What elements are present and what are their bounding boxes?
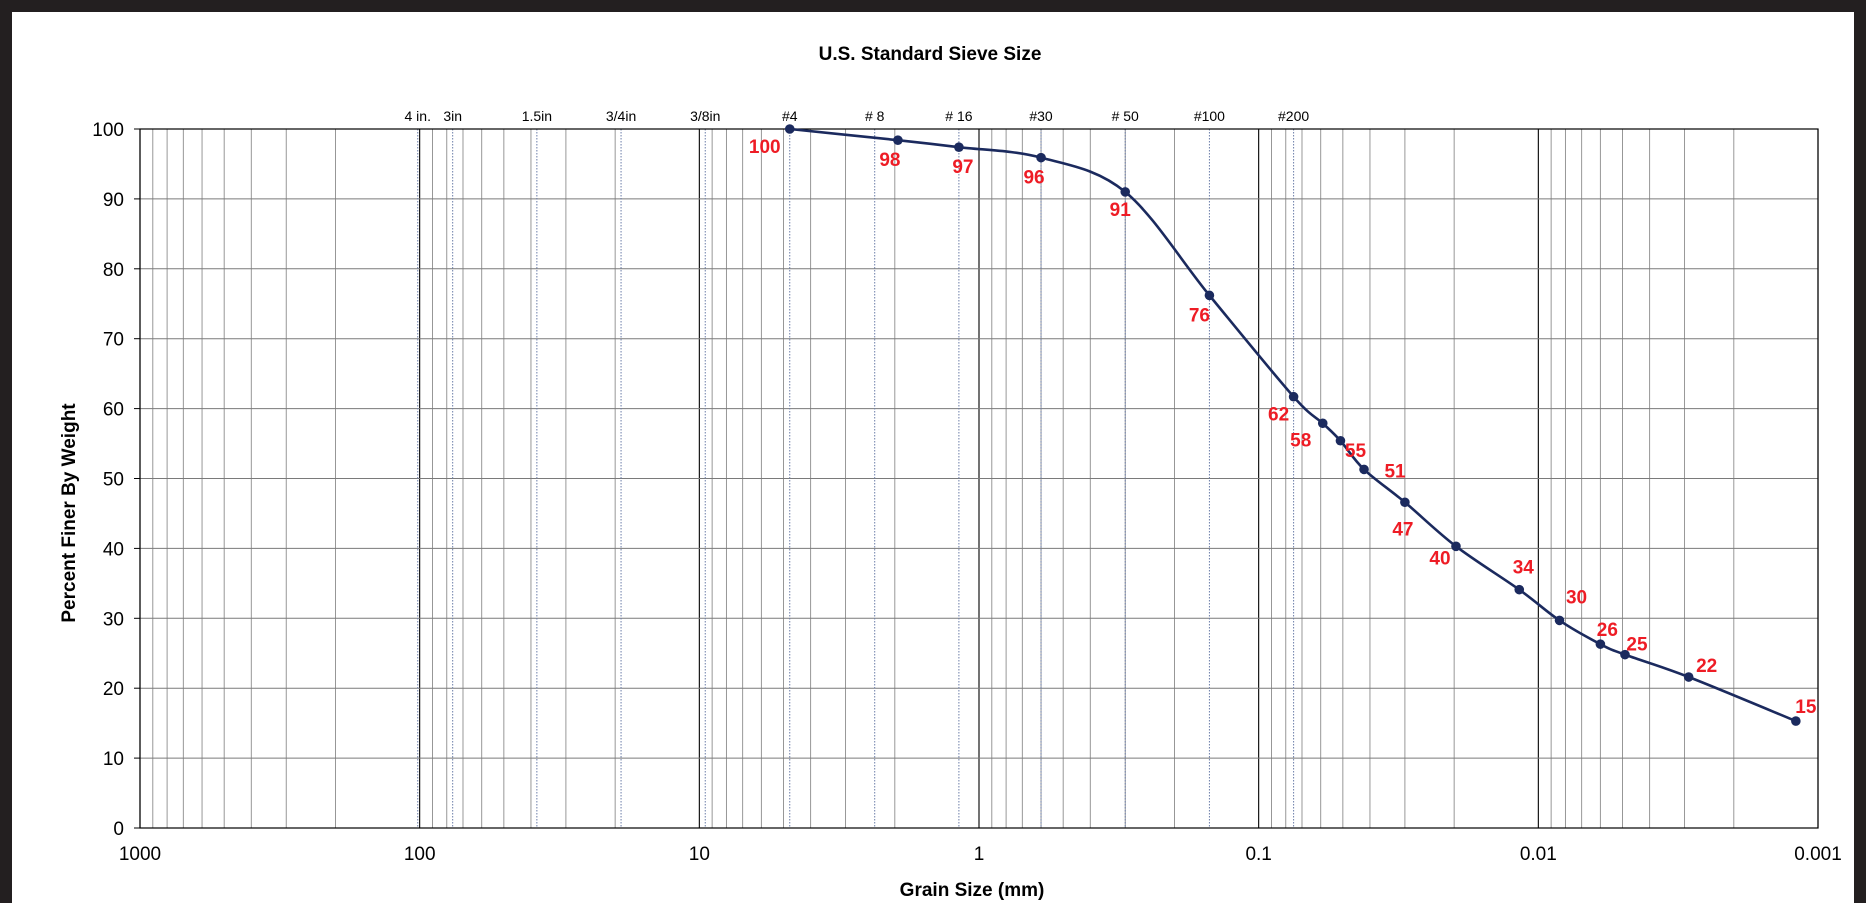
data-label: 22 [1696, 656, 1717, 677]
data-point [1554, 615, 1565, 626]
series-group [784, 124, 1801, 726]
data-label: 91 [1110, 200, 1132, 221]
data-point [1317, 418, 1328, 429]
data-point [1683, 672, 1694, 682]
x-tick-label: 0.001 [1794, 844, 1842, 865]
data-label: 34 [1513, 558, 1535, 579]
x-tick-label: 10 [689, 844, 710, 865]
data-point [1335, 435, 1346, 446]
sieve-label: # 8 [865, 108, 885, 124]
sieve-label: # 50 [1112, 108, 1139, 124]
data-point [1400, 497, 1410, 508]
data-point [1595, 639, 1606, 649]
y-tick-label: 50 [103, 470, 124, 491]
data-label: 58 [1290, 430, 1311, 451]
data-label: 55 [1345, 441, 1367, 462]
plot-area-border [139, 128, 1819, 829]
x-tick-label: 0.01 [1520, 844, 1557, 865]
data-label: 76 [1189, 305, 1210, 326]
data-point [1620, 649, 1630, 660]
sieve-label: 4 in. [405, 108, 431, 124]
sieve-labels: 4 in. 3in 1.5in 3/4in 3/8in #4 # 8 # 16 #30 # 50 #… [405, 108, 1310, 124]
data-label: 97 [952, 157, 973, 178]
chart-title: U.S. Standard Sieve Size [819, 44, 1042, 65]
data-point [1514, 584, 1525, 595]
data-label: 25 [1626, 635, 1648, 656]
sieve-size-lines [417, 129, 1295, 828]
data-point [893, 135, 903, 145]
data-point [1120, 187, 1131, 197]
data-label: 98 [879, 150, 900, 171]
sieve-label: # 16 [945, 108, 972, 124]
data-point [1791, 716, 1801, 726]
y-tick-label: 30 [103, 609, 124, 630]
sieve-label: #100 [1194, 108, 1225, 124]
y-tick-label: 100 [92, 120, 124, 141]
data-label: 100 [749, 137, 781, 158]
y-tick-label: 80 [103, 260, 124, 281]
sieve-label: 3in [443, 108, 462, 124]
data-label: 40 [1429, 548, 1450, 569]
y-tick-label: 60 [103, 400, 124, 421]
data-point [784, 124, 795, 134]
data-point [954, 142, 964, 152]
x-tick-label: 1000 [119, 844, 161, 865]
sieve-label: 3/4in [606, 108, 636, 124]
x-axis-tick-labels: 1000 100 10 1 0.1 0.01 0.001 [119, 844, 1842, 865]
data-label: 51 [1384, 461, 1406, 482]
y-tick-label: 0 [113, 819, 124, 840]
data-point [1288, 391, 1299, 402]
data-point [1451, 541, 1461, 552]
data-point [1204, 290, 1215, 301]
data-label: 47 [1392, 519, 1413, 540]
y-tick-label: 70 [103, 330, 124, 351]
data-point [1359, 464, 1369, 475]
data-label: 26 [1597, 620, 1618, 641]
series-line [789, 127, 1797, 723]
sieve-label: 1.5in [522, 108, 552, 124]
x-tick-label: 0.1 [1245, 844, 1271, 865]
x-tick-label: 100 [404, 844, 436, 865]
data-label: 96 [1023, 168, 1044, 189]
data-label: 30 [1566, 587, 1587, 608]
sieve-label: #200 [1278, 108, 1309, 124]
data-label: 15 [1795, 697, 1817, 718]
sieve-label: #4 [782, 108, 798, 124]
data-label: 62 [1268, 405, 1289, 426]
data-point [1036, 152, 1046, 163]
y-axis-title: Percent Finer By Weight [59, 403, 80, 623]
x-axis-title: Grain Size (mm) [900, 880, 1045, 901]
y-tick-label: 90 [103, 190, 124, 211]
x-tick-label: 1 [974, 844, 985, 865]
y-tick-label: 10 [103, 749, 124, 770]
y-tick-label: 40 [103, 539, 124, 560]
y-axis-tick-labels: 0 10 20 30 40 50 60 70 80 90 100 [92, 120, 124, 840]
sieve-label: #30 [1029, 108, 1053, 124]
sieve-label: 3/8in [690, 108, 720, 124]
y-tick-label: 20 [103, 679, 124, 700]
